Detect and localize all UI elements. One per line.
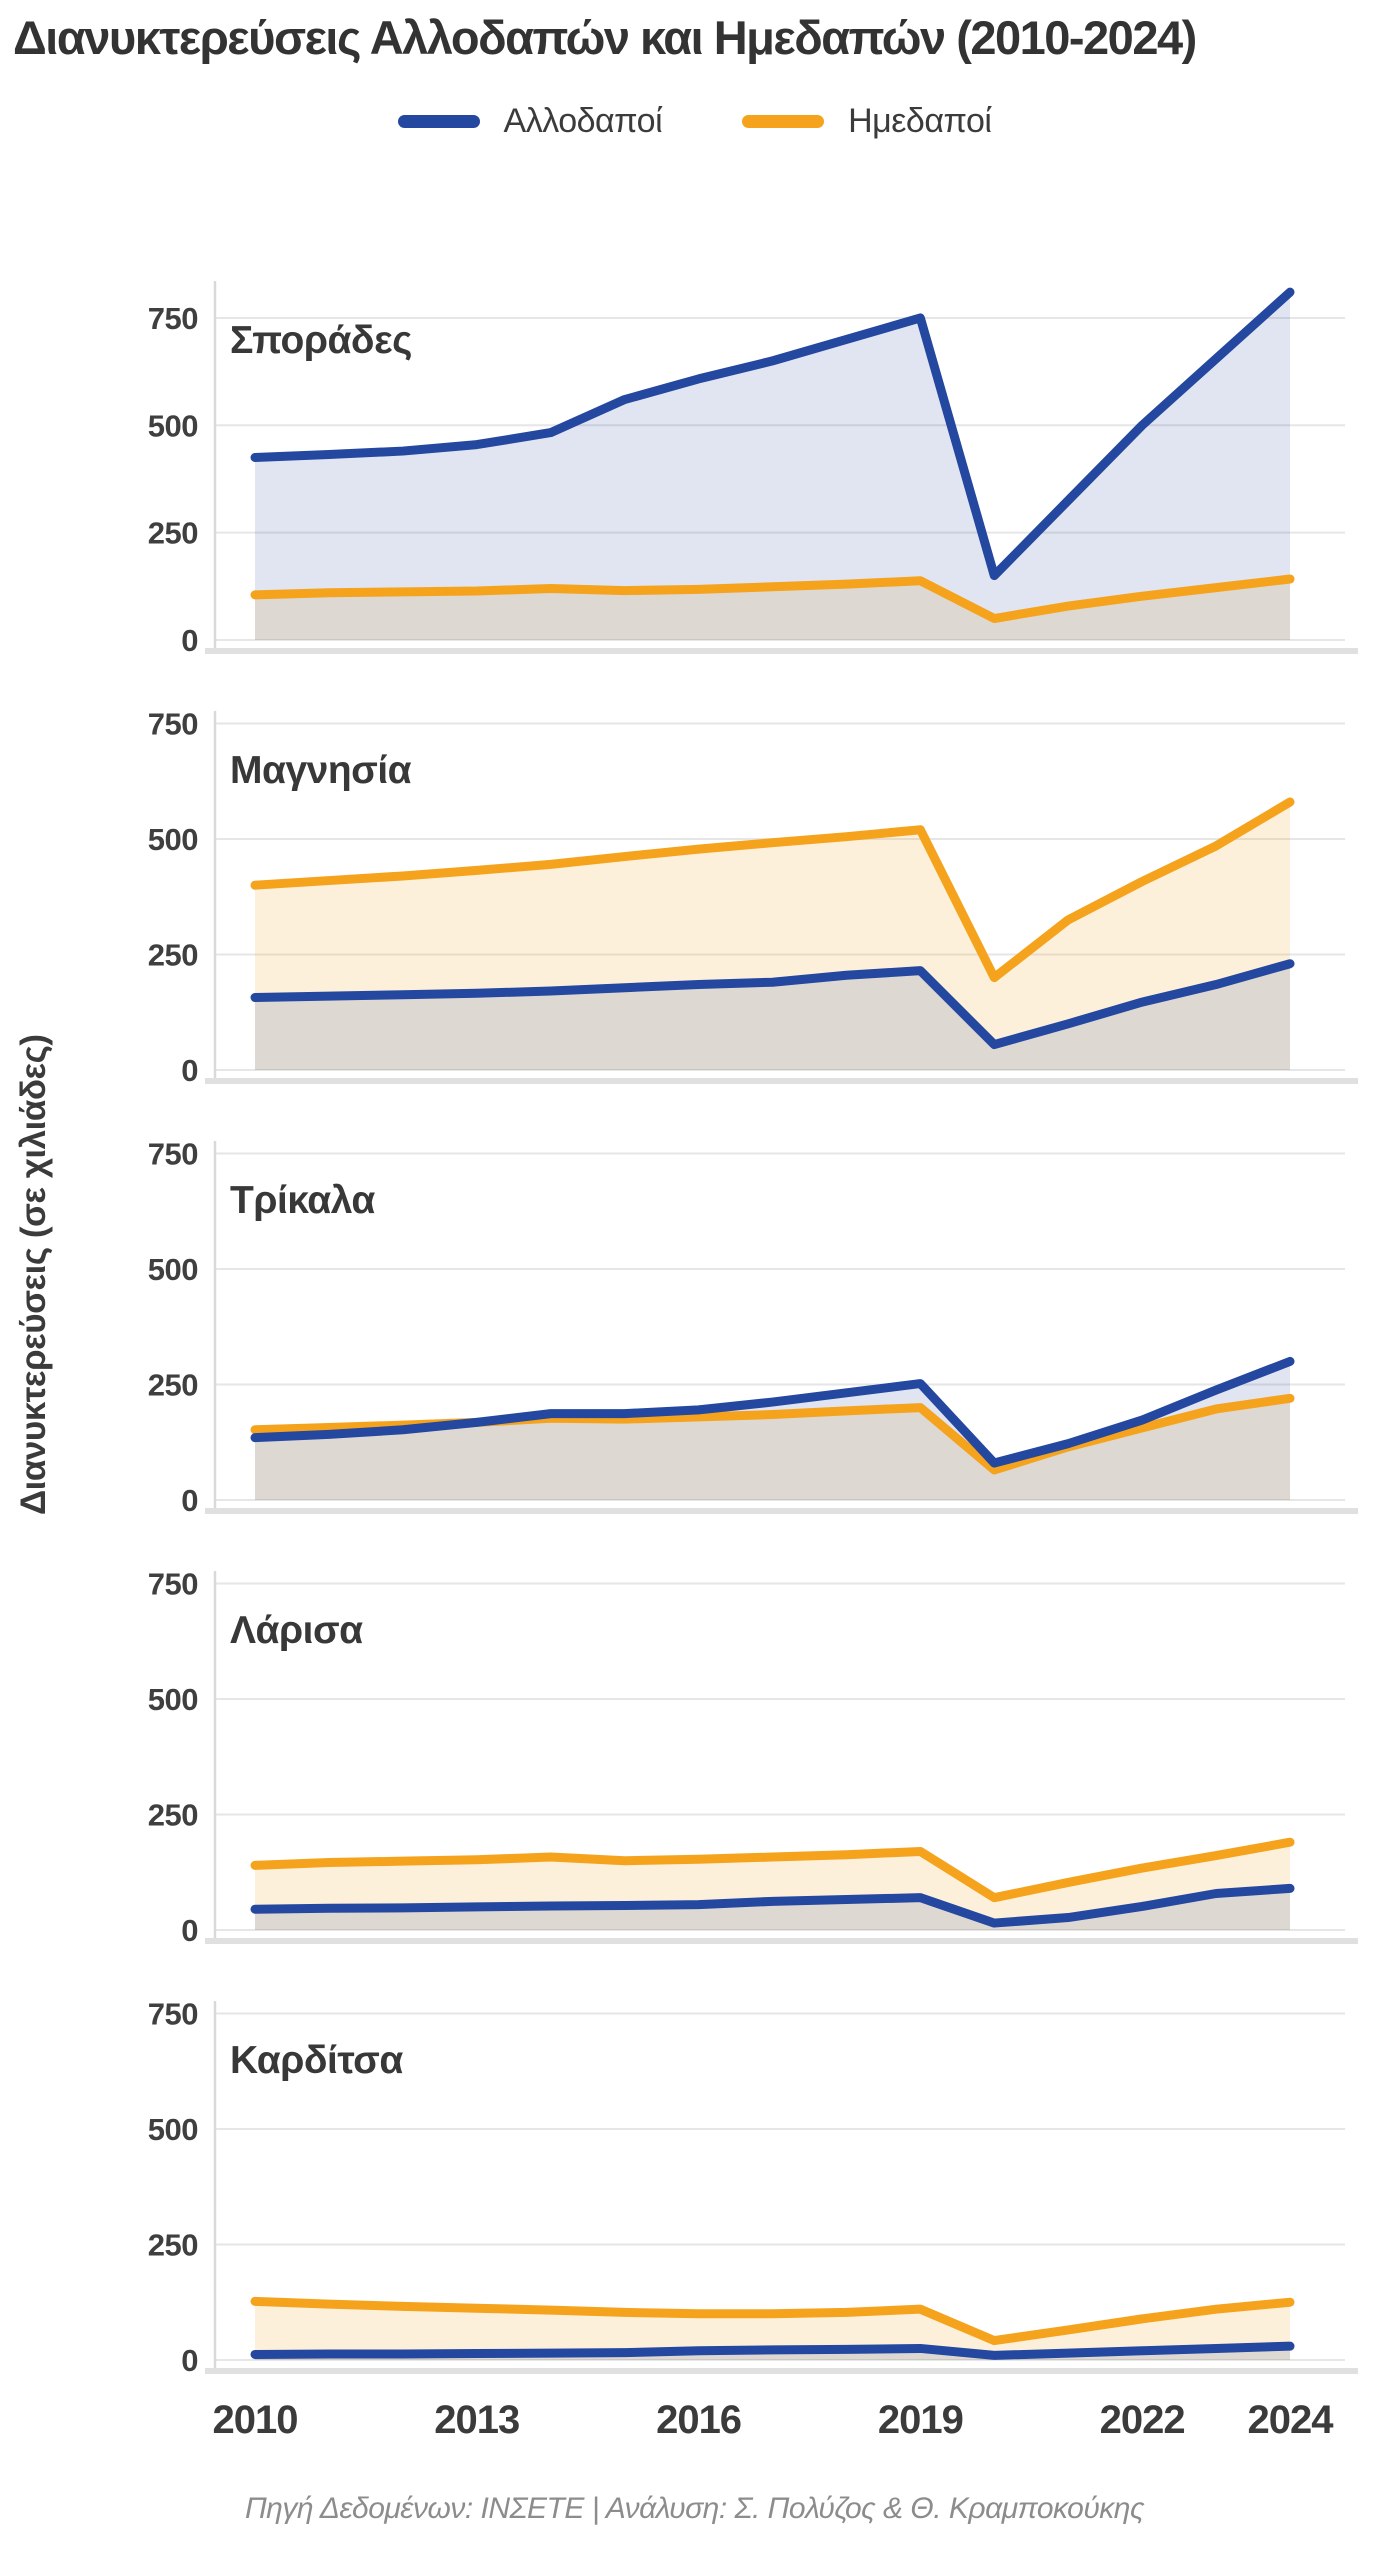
locals-area bbox=[255, 579, 1290, 640]
y-tick-label-750: 750 bbox=[148, 706, 198, 741]
legend: Αλλοδαποί Ημεδαποί bbox=[0, 102, 1389, 141]
facet-title: Καρδίτσα bbox=[230, 2039, 403, 2082]
page-title: Διανυκτερεύσεις Αλλοδαπών και Ημεδαπών (… bbox=[13, 11, 1197, 64]
legend-item-foreigners: Αλλοδαποί bbox=[397, 102, 663, 141]
y-tick-label-500: 500 bbox=[148, 408, 198, 443]
facet-Καρδίτσα: 0 250 500 750 Καρδίτσα bbox=[0, 1995, 1389, 2425]
y-tick-label-250: 250 bbox=[148, 516, 198, 551]
source-caption: Πηγή Δεδομένων: ΙΝΣΕΤΕ | Ανάλυση: Σ. Πολ… bbox=[244, 2492, 1145, 2525]
x-tick-label-2019: 2019 bbox=[877, 2398, 964, 2442]
facet-Λάρισα: 0 250 500 750 Λάρισα bbox=[0, 1565, 1389, 1995]
facet-title: Σποράδες bbox=[230, 319, 412, 362]
x-tick-label-2024: 2024 bbox=[1247, 2398, 1334, 2442]
y-tick-label-250: 250 bbox=[148, 1367, 198, 1402]
foreigners-area bbox=[255, 1888, 1290, 1930]
y-tick-label-250: 250 bbox=[148, 1797, 198, 1832]
x-tick-label-2010: 2010 bbox=[212, 2398, 299, 2442]
facet-Μαγνησία: 0 250 500 750 Μαγνησία bbox=[0, 705, 1389, 1135]
y-tick-label-750: 750 bbox=[148, 301, 198, 336]
y-tick-label-500: 500 bbox=[148, 822, 198, 857]
facet-chart-3: 0 250 500 750 Λάρισα bbox=[148, 1566, 1358, 1948]
foreigners-area bbox=[255, 292, 1290, 640]
y-tick-label-750: 750 bbox=[148, 1996, 198, 2031]
y-tick-label-250: 250 bbox=[148, 937, 198, 972]
y-tick-label-750: 750 bbox=[148, 1566, 198, 1601]
foreigners-line bbox=[250, 2341, 1295, 2360]
facet-title: Τρίκαλα bbox=[230, 1179, 375, 1222]
y-tick-label-0: 0 bbox=[181, 2343, 198, 2378]
facet-chart-0: 0 250 500 750 Σποράδες bbox=[148, 281, 1358, 658]
x-tick-label-2016: 2016 bbox=[656, 2398, 742, 2442]
facet-chart-2: 0 250 500 750 Τρίκαλα bbox=[148, 1136, 1358, 1518]
facet-title: Μαγνησία bbox=[230, 749, 412, 792]
x-axis: 2010 2013 2016 2019 2022 2024 bbox=[0, 2398, 1389, 2450]
foreigners-area bbox=[255, 1361, 1290, 1500]
locals-line-swatch bbox=[742, 115, 825, 128]
x-tick-label-2013: 2013 bbox=[434, 2398, 520, 2442]
foreigners-line bbox=[250, 1883, 1295, 1928]
locals-line bbox=[250, 797, 1295, 983]
x-tick-label-2022: 2022 bbox=[1099, 2398, 1186, 2442]
legend-label-foreigners: Αλλοδαποί bbox=[503, 102, 663, 140]
facet-chart-4: 0 250 500 750 Καρδίτσα bbox=[148, 1996, 1358, 2378]
facet-title: Λάρισα bbox=[230, 1609, 363, 1652]
locals-area bbox=[255, 2301, 1290, 2360]
facet-chart-1: 0 250 500 750 Μαγνησία bbox=[148, 706, 1358, 1088]
y-tick-label-500: 500 bbox=[148, 1252, 198, 1287]
foreigners-line-swatch bbox=[397, 115, 480, 128]
y-tick-label-0: 0 bbox=[181, 1913, 198, 1948]
legend-label-locals: Ημεδαποί bbox=[848, 102, 992, 140]
y-tick-label-0: 0 bbox=[181, 1483, 198, 1518]
y-tick-label-750: 750 bbox=[148, 1136, 198, 1171]
y-tick-label-250: 250 bbox=[148, 2227, 198, 2262]
y-tick-label-500: 500 bbox=[148, 1682, 198, 1717]
foreigners-line bbox=[250, 287, 1295, 581]
locals-line bbox=[250, 1837, 1295, 1903]
y-tick-label-500: 500 bbox=[148, 2112, 198, 2147]
y-tick-label-0: 0 bbox=[181, 1053, 198, 1088]
y-tick-label-0: 0 bbox=[181, 623, 198, 658]
locals-line bbox=[250, 574, 1295, 624]
facet-Τρίκαλα: 0 250 500 750 Τρίκαλα bbox=[0, 1135, 1389, 1565]
legend-item-locals: Ημεδαποί bbox=[742, 102, 992, 141]
foreigners-line bbox=[250, 1356, 1295, 1468]
facet-Σποράδες: 0 250 500 750 Σποράδες bbox=[0, 275, 1389, 705]
locals-line bbox=[250, 2296, 1295, 2346]
facet-grid: 0 250 500 750 Σποράδες 0 250 500 750 Μαγνησία 0 250… bbox=[0, 275, 1389, 2425]
foreigners-line bbox=[250, 959, 1295, 1050]
foreigners-area bbox=[255, 963, 1290, 1070]
